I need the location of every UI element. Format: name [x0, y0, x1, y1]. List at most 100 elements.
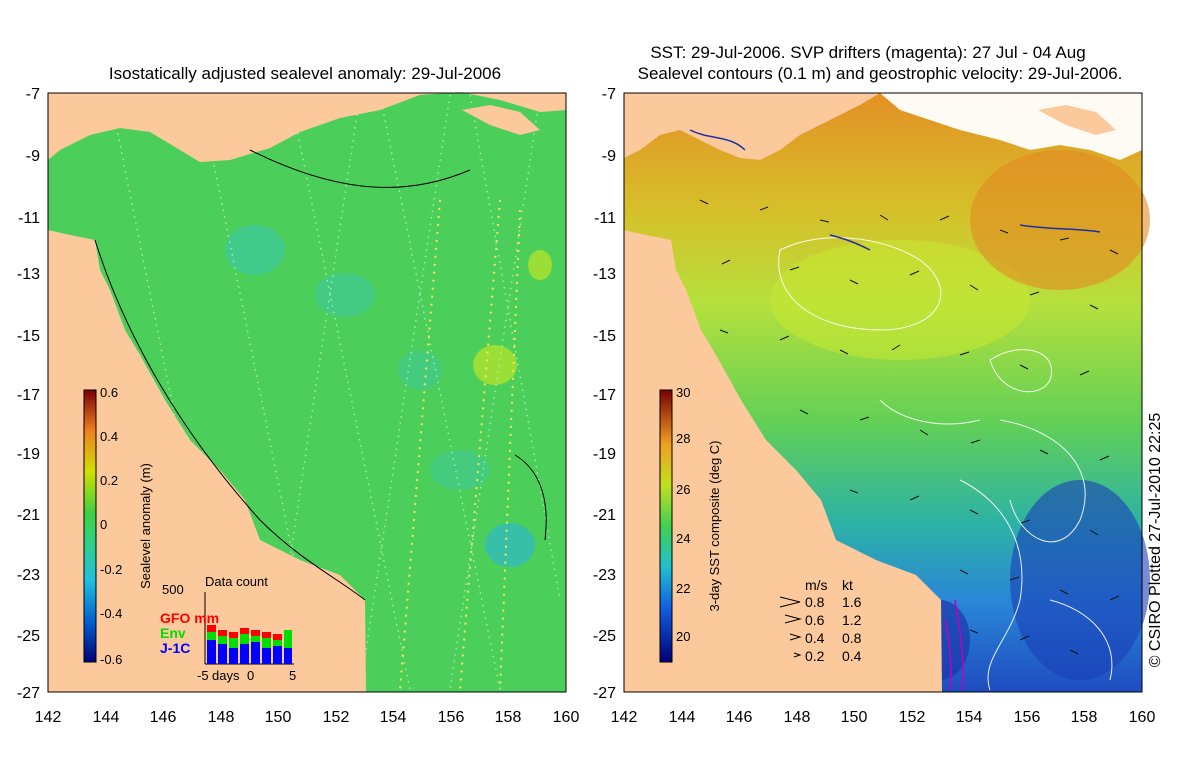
- geostrophic-velocity-arrows: [699, 199, 1120, 655]
- x-tick-label: 158: [1071, 709, 1098, 726]
- reef-outline: [514, 454, 547, 541]
- velocity-legend: m/s kt 0.8 1.6 0.6 1.2 0.4 0.8 0.2 0.4: [779, 577, 862, 664]
- colorbar-tick-label: 0.4: [100, 429, 118, 444]
- sst-colorbar-gradient: [659, 389, 673, 663]
- satellite-tracks-gfo: [399, 199, 521, 691]
- y-tick-label: -11: [594, 210, 616, 227]
- sst-warm-tongue: [770, 240, 1030, 360]
- sla-colorbar-label: Sealevel anomaly (m): [138, 463, 153, 589]
- velocity-legend-kt: 1.2: [842, 612, 862, 628]
- right-x-axis: 142 144 146 148 150 152 154 156 158 160: [611, 709, 1156, 726]
- velocity-legend-ms: 0.8: [805, 594, 825, 610]
- velocity-legend-kt: 0.4: [842, 648, 862, 664]
- y-tick-label: -9: [602, 148, 616, 165]
- data-count-series-label: Env: [160, 625, 186, 641]
- x-tick-label: 152: [899, 709, 926, 726]
- svp-drifter-tracks: [944, 599, 964, 691]
- y-tick-label: -17: [17, 387, 40, 404]
- velocity-legend-kt: 1.6: [842, 594, 862, 610]
- velocity-legend-ms: 0.6: [805, 612, 825, 628]
- velocity-legend-ms: 0.4: [805, 630, 825, 646]
- land-australia: [48, 230, 366, 692]
- x-tick-label: 148: [208, 709, 235, 726]
- y-tick-label: -25: [17, 628, 40, 645]
- data-count-series-label: J-1C: [160, 640, 190, 656]
- velocity-arrow-icon: [784, 614, 802, 624]
- colorbar-tick-label: 30: [676, 385, 690, 400]
- data-count-x-label: 0: [247, 668, 254, 683]
- y-tick-label: -7: [26, 86, 40, 103]
- land-new-guinea: [624, 93, 880, 160]
- x-tick-label: 158: [495, 709, 522, 726]
- colorbar-tick-label: 22: [676, 581, 690, 596]
- sla-low-blob: [315, 273, 375, 317]
- x-tick-label: 142: [35, 709, 62, 726]
- bathymetry-contour: [249, 149, 471, 188]
- plot-credit: © CSIRO Plotted 27-Jul-2010 22:25: [1147, 413, 1164, 668]
- sealevel-contours: [778, 237, 1113, 691]
- y-tick-label: -13: [593, 266, 616, 283]
- x-tick-label: 146: [150, 709, 177, 726]
- sla-low-blob: [225, 225, 285, 275]
- x-tick-label: 154: [380, 709, 407, 726]
- sla-colorbar-gradient: [83, 389, 97, 663]
- y-tick-label: -23: [17, 567, 40, 584]
- colorbar-tick-label: 0.2: [100, 473, 118, 488]
- right-map: [623, 92, 1150, 693]
- colorbar-tick-label: 24: [676, 531, 690, 546]
- data-count-ymax: 500: [162, 582, 184, 597]
- bathymetry-contour: [94, 239, 366, 601]
- colorbar-tick-label: -0.2: [100, 562, 122, 577]
- velocity-arrow-icon: [789, 633, 802, 641]
- sst-colorbar-label: 3-day SST composite (deg C): [707, 441, 722, 612]
- colorbar-tick-label: 20: [676, 629, 690, 644]
- x-tick-label: 150: [841, 709, 868, 726]
- y-tick-label: -19: [593, 446, 616, 463]
- sla-high-blob: [528, 250, 552, 280]
- x-tick-label: 146: [726, 709, 753, 726]
- data-count-x-label: days: [212, 668, 240, 683]
- x-tick-label: 160: [1129, 709, 1156, 726]
- left-x-axis: 142 144 146 148 150 152 154 156 158 160: [35, 709, 580, 726]
- x-tick-label: 156: [438, 709, 465, 726]
- y-tick-label: -15: [593, 328, 616, 345]
- y-tick-label: -7: [602, 86, 616, 103]
- data-count-x-label: -5: [197, 668, 209, 683]
- x-tick-label: 144: [93, 709, 120, 726]
- data-count-series-label: GFO mm: [160, 610, 219, 626]
- y-tick-label: -27: [17, 685, 40, 702]
- land-australia: [624, 230, 942, 692]
- right-panel-title-line2: Sealevel contours (0.1 m) and geostrophi…: [638, 64, 1123, 83]
- sst-colorbar: 30 28 26 24 22 20 3-day SST composite (d…: [659, 385, 722, 663]
- y-tick-label: -21: [17, 507, 40, 524]
- velocity-arrow-icon: [793, 652, 802, 658]
- velocity-legend-header-kt: kt: [842, 577, 853, 593]
- sla-low-blob: [398, 350, 442, 390]
- y-tick-label: -9: [26, 148, 40, 165]
- colorbar-tick-label: 0.6: [100, 385, 118, 400]
- y-tick-label: -17: [593, 387, 616, 404]
- velocity-legend-kt: 0.8: [842, 630, 862, 646]
- left-map-frame: [47, 92, 567, 693]
- x-tick-label: 154: [956, 709, 983, 726]
- land-solomon-islands: [462, 105, 540, 135]
- right-y-axis: -7 -9 -11 -13 -15 -17 -19 -21 -23 -25 -2…: [593, 86, 616, 702]
- left-panel-title: Isostatically adjusted sealevel anomaly:…: [109, 64, 501, 83]
- colorbar-tick-label: 26: [676, 482, 690, 497]
- y-tick-label: -13: [17, 266, 40, 283]
- colorbar-tick-label: -0.6: [100, 652, 122, 667]
- velocity-arrow-icon: [779, 596, 801, 608]
- x-tick-label: 142: [611, 709, 638, 726]
- data-count-inset: Data count 500 GFO mm Env J-1C -5 days 0…: [160, 574, 296, 683]
- sla-low-blob: [430, 450, 490, 490]
- colorbar-tick-label: 0: [100, 517, 107, 532]
- left-y-axis: -7 -9 -11 -13 -15 -17 -19 -21 -23 -25 -2…: [17, 86, 40, 702]
- drifter-paths-blue: [689, 129, 1101, 251]
- sst-warm-pool: [970, 150, 1150, 290]
- y-tick-label: -23: [593, 567, 616, 584]
- x-tick-label: 156: [1014, 709, 1041, 726]
- velocity-legend-header-ms: m/s: [805, 577, 828, 593]
- right-map-frame: [623, 92, 1143, 693]
- data-count-x-label: 5: [289, 668, 296, 683]
